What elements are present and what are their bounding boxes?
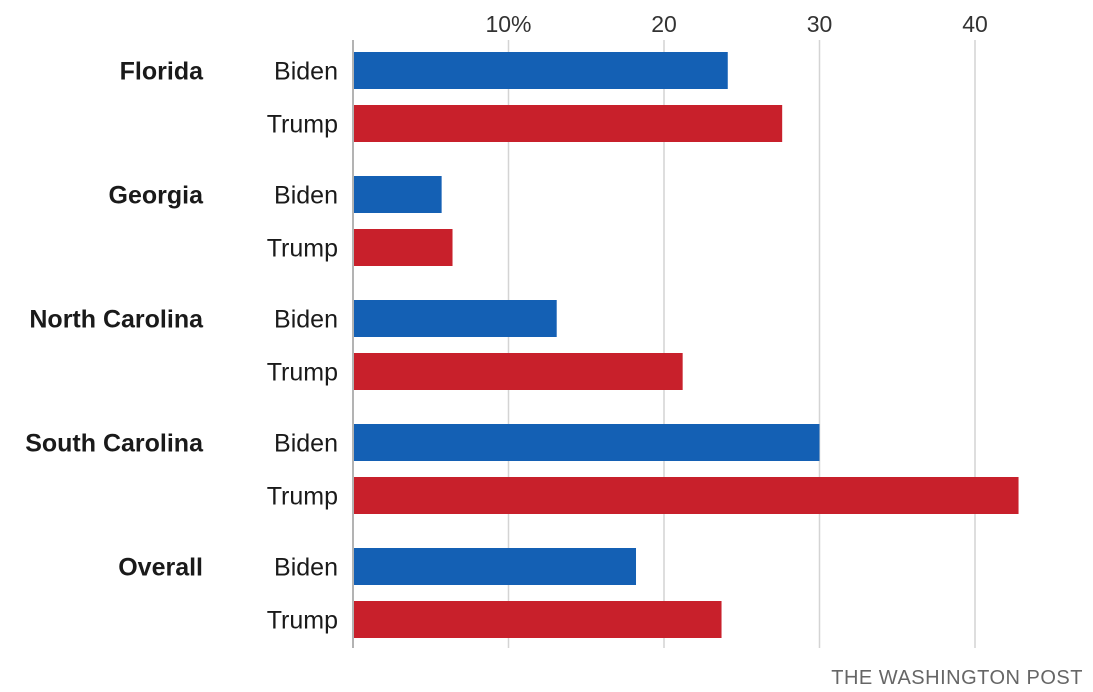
bar-florida-trump: [354, 105, 783, 142]
series-label-biden: Biden: [274, 182, 338, 210]
bar-south-carolina-biden: [354, 424, 820, 461]
bar-overall-trump: [354, 601, 722, 638]
series-label-biden: Biden: [274, 554, 338, 582]
group-label-north-carolina: North Carolina: [29, 306, 204, 334]
bar-georgia-trump: [354, 229, 453, 266]
x-tick-label: 40: [962, 11, 988, 37]
bar-florida-biden: [354, 52, 728, 89]
bar-north-carolina-trump: [354, 353, 683, 390]
series-label-trump: Trump: [267, 483, 338, 511]
group-label-south-carolina: South Carolina: [25, 430, 204, 458]
x-tick-label: 30: [807, 11, 833, 37]
series-label-trump: Trump: [267, 111, 338, 139]
bar-north-carolina-biden: [354, 300, 557, 337]
bars: [354, 52, 1019, 638]
group-label-florida: Florida: [120, 58, 204, 86]
bar-south-carolina-trump: [354, 477, 1019, 514]
series-label-biden: Biden: [274, 58, 338, 86]
x-tick-label: 20: [651, 11, 677, 37]
x-axis-ticks: 10% 20 30 40: [485, 11, 987, 37]
source-credit: THE WASHINGTON POST: [831, 667, 1083, 689]
series-label-biden: Biden: [274, 306, 338, 334]
group-label-overall: Overall: [118, 554, 203, 582]
series-label-biden: Biden: [274, 430, 338, 458]
category-labels: Florida Biden Trump Georgia Biden Trump North …: [25, 58, 338, 635]
bar-georgia-biden: [354, 176, 442, 213]
series-label-trump: Trump: [267, 359, 338, 387]
series-label-trump: Trump: [267, 235, 338, 263]
group-label-georgia: Georgia: [109, 182, 205, 210]
x-tick-label: 10%: [485, 11, 531, 37]
series-label-trump: Trump: [267, 607, 338, 635]
bar-overall-biden: [354, 548, 637, 585]
